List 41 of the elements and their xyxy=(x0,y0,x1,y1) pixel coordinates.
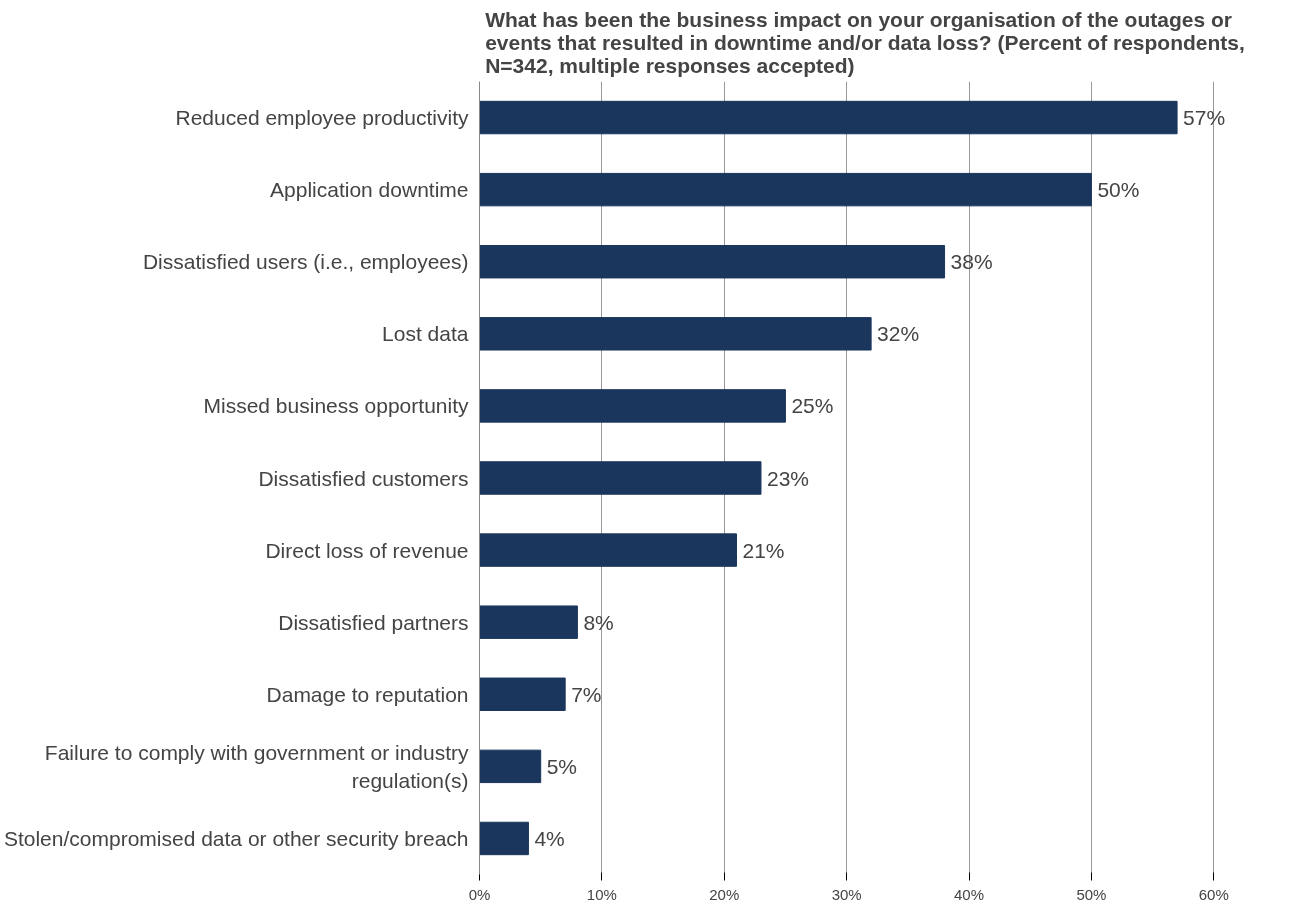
y-tick-label: Lost data xyxy=(382,322,469,346)
data-label: 7% xyxy=(571,682,602,706)
x-tick-label: 60% xyxy=(1198,885,1229,903)
y-tick-label: Missed business opportunity xyxy=(203,394,469,418)
data-label: 57% xyxy=(1183,106,1226,130)
bar xyxy=(479,677,566,711)
data-label: 4% xyxy=(534,826,565,850)
bar xyxy=(479,605,578,639)
y-tick-label: Dissatisfied customers xyxy=(258,466,469,490)
bar xyxy=(479,749,542,784)
y-tick-label: Damage to reputation xyxy=(266,682,469,706)
y-tick-label: Direct loss of revenue xyxy=(265,538,469,562)
x-tick-label: 0% xyxy=(468,885,491,903)
x-tick-label: 30% xyxy=(831,885,862,903)
data-label: 21% xyxy=(742,538,785,562)
bar xyxy=(479,533,737,567)
data-label: 50% xyxy=(1097,178,1140,202)
bar xyxy=(479,317,872,351)
x-tick-label: 10% xyxy=(586,885,617,903)
y-tick-label: Stolen/compromised data or other security breach xyxy=(3,826,469,850)
data-label: 23% xyxy=(766,466,810,490)
bar xyxy=(479,172,1092,207)
data-label: 38% xyxy=(950,250,993,274)
data-label: 8% xyxy=(583,610,614,634)
x-tick-label: 20% xyxy=(709,885,740,903)
y-tick-label: Application downtime xyxy=(270,178,469,202)
y-tick-label: Dissatisfied users (i.e., employees) xyxy=(142,250,469,274)
bar xyxy=(479,821,529,856)
bar xyxy=(479,100,1178,135)
chart-title: What has been the business impact on your organisation of the outages or events that resulted in downtime and/or data loss? (Percent of respondents, N=342, multiple responses accepted) xyxy=(485,7,1245,77)
bar xyxy=(479,245,946,279)
y-tick-label: Dissatisfied partners xyxy=(278,610,469,634)
data-label: 32% xyxy=(877,322,920,346)
y-tick-label: Failure to comply with government or industry regulation(s) xyxy=(44,741,469,792)
data-label: 5% xyxy=(546,754,578,778)
bar xyxy=(479,461,762,495)
x-tick-label: 50% xyxy=(1076,885,1107,903)
data-label: 25% xyxy=(791,394,834,418)
x-tick-label: 40% xyxy=(954,885,985,903)
y-tick-label: Reduced employee productivity xyxy=(175,106,469,130)
bar xyxy=(479,389,786,423)
